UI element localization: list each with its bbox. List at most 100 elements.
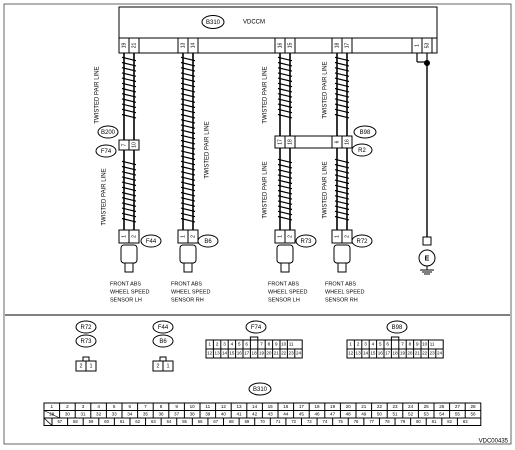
ecu-pins-rl-1: 15 bbox=[287, 43, 293, 49]
sensor-name-0-l3: SENSOR LH bbox=[110, 297, 142, 303]
rr-upper-twist bbox=[334, 72, 350, 77]
legend-f74-r1-pin: 10 bbox=[281, 342, 287, 347]
legend-f44-pin-0: 2 bbox=[157, 363, 160, 369]
legend-f74-r1-pin: 4 bbox=[231, 342, 234, 347]
legend-f74-r1-pin: 3 bbox=[223, 342, 226, 347]
fl-upper-twist bbox=[121, 61, 137, 67]
rl-lower-twist bbox=[277, 189, 293, 195]
legend-f74-label-oval bbox=[245, 320, 267, 334]
legend-b310-r2-pin: 34 bbox=[127, 411, 133, 416]
legend-b310-r1-pin: 6 bbox=[129, 404, 132, 409]
rr-lower-twist bbox=[334, 169, 350, 174]
sensor-connector-label-3-oval bbox=[351, 234, 373, 248]
fr-twist bbox=[180, 165, 196, 171]
mid-connector-label-f74: F74 bbox=[101, 149, 112, 155]
legend-b98-r2-pin: 18 bbox=[393, 351, 399, 356]
rr-lower-twist bbox=[334, 215, 350, 221]
sensor-pin-a-2: 1 bbox=[277, 235, 283, 238]
fr-twist bbox=[180, 150, 196, 155]
legend-b98-r1-pin: 10 bbox=[422, 342, 428, 347]
legend-b310-r3-pin: 77 bbox=[369, 419, 374, 424]
legend-b98-r2-pin: 24 bbox=[437, 351, 443, 356]
legend-b310-r1-pin: 14 bbox=[252, 404, 258, 409]
rl-lower-twist bbox=[277, 200, 293, 205]
fr-twist bbox=[180, 145, 196, 150]
sensor-name-2-l2: WHEEL SPEED bbox=[268, 289, 308, 295]
rl-lower-twist bbox=[277, 205, 293, 211]
fr-twist bbox=[180, 212, 196, 218]
sensor-name-2-l1: FRONT ABS bbox=[268, 281, 299, 287]
legend-b310-r1-pin: 4 bbox=[97, 404, 100, 409]
fl-lower-twist bbox=[121, 207, 137, 213]
rl-lower-twist bbox=[277, 169, 293, 174]
sensor-name-3-l1: FRONT ABS bbox=[325, 281, 356, 287]
legend-b310-r2-pin: 35 bbox=[143, 411, 149, 416]
legend-b310-r1-pin: 25 bbox=[424, 404, 430, 409]
legend-b98-r1-pin: 1 bbox=[349, 342, 352, 347]
legend-b98-r2-pin: 22 bbox=[422, 351, 428, 356]
sensor-pin-b-1: 2 bbox=[190, 235, 196, 238]
legend-b310-cross bbox=[43, 410, 60, 419]
fl-lower-twist bbox=[121, 176, 137, 181]
legend-b310-r1-pin: 13 bbox=[236, 404, 242, 409]
rl-upper-twist bbox=[277, 98, 293, 103]
fr-twist bbox=[180, 139, 196, 145]
legend-b310-r3-pin: 75 bbox=[338, 419, 343, 424]
ecu-name: VDCCM bbox=[243, 20, 265, 26]
fr-twist bbox=[180, 186, 196, 192]
wheel-speed-sensor-body-3 bbox=[333, 244, 351, 264]
rl-lower-twist bbox=[277, 158, 293, 164]
mid-connector-right bbox=[274, 135, 353, 149]
legend-b310-r2-pin: 52 bbox=[408, 411, 414, 416]
rl-upper-twist bbox=[277, 67, 293, 72]
rl-upper-twist bbox=[277, 61, 293, 67]
legend-b98-r1-pin: 6 bbox=[386, 342, 389, 347]
legend-b310-r1-pin: 9 bbox=[175, 404, 178, 409]
ecu-pins-ground-1: 53 bbox=[424, 43, 430, 49]
fr-twist bbox=[180, 113, 196, 119]
sensor-name-3-l2: WHEEL SPEED bbox=[325, 289, 365, 295]
legend-f44-pin-1: 1 bbox=[167, 363, 170, 369]
mid-right-rl-pin-0: 17 bbox=[277, 139, 283, 145]
sensor-pin-a-0: 1 bbox=[121, 235, 127, 238]
fr-twist bbox=[180, 93, 196, 98]
legend-b310-r3-pin: 72 bbox=[291, 419, 296, 424]
legend-b310-r1-pin: 27 bbox=[455, 404, 461, 409]
sensor-connector-label-1: B6 bbox=[204, 239, 212, 245]
legend-f74-r2-pin: 17 bbox=[244, 351, 250, 356]
fl-lower-twist bbox=[121, 181, 137, 187]
legend-b310-r3-pin: 60 bbox=[104, 419, 109, 424]
fl-upper-twist bbox=[121, 93, 137, 98]
fr-twist bbox=[180, 119, 196, 124]
legend-b310-r1-pin: 11 bbox=[205, 404, 210, 409]
legend-b310-r2-pin: 41 bbox=[236, 411, 242, 416]
legend-b310-r2-pin: 47 bbox=[330, 411, 336, 416]
legend-b310-r1-pin: 7 bbox=[144, 404, 147, 409]
rr-upper-twist bbox=[334, 93, 350, 98]
legend-b310-r2-pin: 42 bbox=[252, 411, 258, 416]
legend-b310-r3-pin: 57 bbox=[57, 419, 62, 424]
legend-b98-r1-pin: 2 bbox=[357, 342, 360, 347]
legend-label-f44-oval bbox=[152, 320, 174, 334]
legend-f74-r1-pin: 11 bbox=[289, 342, 294, 347]
legend-f74-r2-pin: 23 bbox=[289, 351, 295, 356]
fr-twist bbox=[180, 155, 196, 161]
fr-twist bbox=[180, 98, 196, 103]
rr-lower-twist bbox=[334, 210, 350, 216]
wheel-speed-sensor-body-1 bbox=[179, 244, 197, 264]
legend-b310-r2-pin: 49 bbox=[361, 411, 367, 416]
fl-lower-twist bbox=[121, 171, 137, 176]
sensor-name-3-l3: SENSOR RH bbox=[325, 297, 358, 303]
rl-lower-twist bbox=[277, 184, 293, 190]
sensor-connector-label-0-oval bbox=[140, 234, 162, 248]
ground-symbol: E bbox=[425, 255, 430, 262]
legend-b310-r2-pin: 30 bbox=[65, 411, 71, 416]
legend-b310-r2-pin: 37 bbox=[174, 411, 180, 416]
ground-terminal bbox=[422, 236, 432, 246]
wheel-speed-sensor-tip-2 bbox=[280, 262, 290, 273]
fr-twist bbox=[180, 82, 196, 88]
legend-b310-r2-pin: 46 bbox=[314, 411, 320, 416]
rr-upper-twist bbox=[334, 77, 350, 83]
rr-lower-twist bbox=[334, 174, 350, 179]
